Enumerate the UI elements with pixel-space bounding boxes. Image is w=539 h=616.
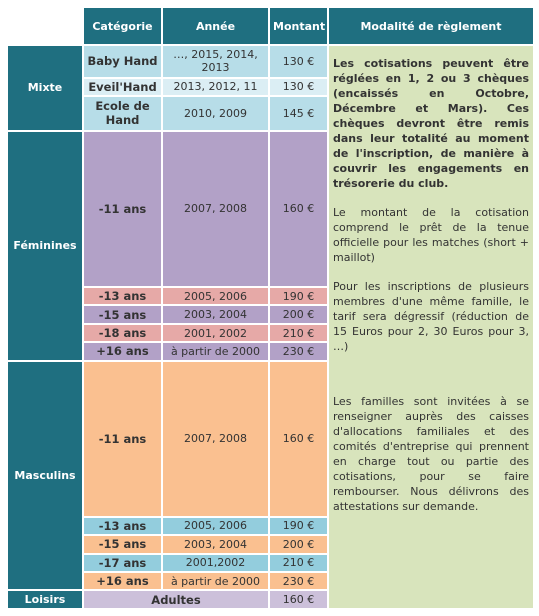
modality-paragraph: Les cotisations peuvent être réglées en …: [333, 57, 529, 190]
group-label: Masculins: [8, 361, 82, 590]
category: Ecole de Hand: [84, 97, 161, 130]
category: -15 ans: [84, 536, 161, 553]
fee-row: -18 ans 2001, 2002 210 €: [8, 324, 533, 342]
year: 2007, 2008: [163, 131, 268, 286]
year: 2005, 2006: [163, 517, 268, 535]
year: 2007, 2008: [163, 361, 268, 516]
category: +16 ans: [84, 343, 161, 360]
header-cell: Montant: [270, 8, 327, 44]
amount: 230 €: [270, 343, 327, 360]
fee-row: -13 ans 2005, 2006 190 €: [8, 287, 533, 305]
modality-paragraph: Le montant de la cotisation comprend le …: [333, 206, 529, 264]
amount: 160 €: [270, 361, 327, 516]
modality-paragraph: Les familles sont invitées à se renseign…: [333, 395, 529, 513]
header-cell: Catégorie: [84, 8, 161, 44]
category: +16 ans: [84, 573, 161, 590]
amount: 160 €: [270, 131, 327, 286]
group-label: Loisirs: [8, 591, 82, 608]
year: …, 2015, 2014, 2013: [163, 46, 268, 77]
year: 2003, 2004: [163, 536, 268, 553]
year: 2003, 2004: [163, 306, 268, 323]
group-label: Mixte: [8, 46, 82, 130]
fee-row: Eveil'Hand 2013, 2012, 11 130 €: [8, 78, 533, 95]
year: à partir de 2000: [163, 343, 268, 360]
fee-row: -15 ans 2003, 2004 200 €: [8, 536, 533, 553]
modality: Les cotisations peuvent être réglées en …: [329, 46, 533, 608]
amount: 200 €: [270, 306, 327, 323]
header-row: Catégorie Année Montant Modalité de règl…: [8, 8, 533, 44]
category: Adultes: [84, 591, 268, 608]
fee-row: Loisirs Adultes 160 €: [8, 591, 533, 608]
amount: 145 €: [270, 97, 327, 130]
fee-row: Ecole de Hand 2010, 2009 145 €: [8, 97, 533, 130]
header-cell: Modalité de règlement: [329, 8, 533, 44]
fee-row: -13 ans 2005, 2006 190 €: [8, 517, 533, 535]
category: -11 ans: [84, 131, 161, 286]
fee-table: Catégorie Année Montant Modalité de règl…: [6, 6, 535, 610]
year: 2001,2002: [163, 554, 268, 572]
amount: 130 €: [270, 78, 327, 95]
category: -15 ans: [84, 306, 161, 323]
amount: 200 €: [270, 536, 327, 553]
category: Baby Hand: [84, 46, 161, 77]
fee-row: +16 ans à partir de 2000 230 €: [8, 573, 533, 590]
amount: 160 €: [270, 591, 327, 608]
modality-paragraph: Pour les inscriptions de plusieurs membr…: [333, 280, 529, 353]
amount: 210 €: [270, 554, 327, 572]
header-blank: [8, 8, 82, 44]
category: -11 ans: [84, 361, 161, 516]
amount: 230 €: [270, 573, 327, 590]
category: Eveil'Hand: [84, 78, 161, 95]
year: à partir de 2000: [163, 573, 268, 590]
category: -13 ans: [84, 287, 161, 305]
fee-row: Mixte Baby Hand…, 2015, 2014, 2013 130 € Le…: [8, 46, 533, 608]
fee-row: -17 ans 2001,2002 210 €: [8, 554, 533, 572]
fee-row: Masculins -11 ans 2007, 2008 160 €: [8, 361, 533, 590]
year: 2001, 2002: [163, 324, 268, 342]
amount: 130 €: [270, 46, 327, 77]
fee-row: Féminines -11 ans 2007, 2008 160 €: [8, 131, 533, 360]
amount: 210 €: [270, 324, 327, 342]
category: -18 ans: [84, 324, 161, 342]
year: 2010, 2009: [163, 97, 268, 130]
year: 2005, 2006: [163, 287, 268, 305]
fee-row: -15 ans 2003, 2004 200 €: [8, 306, 533, 323]
amount: 190 €: [270, 517, 327, 535]
category: -17 ans: [84, 554, 161, 572]
amount: 190 €: [270, 287, 327, 305]
group-label: Féminines: [8, 131, 82, 360]
fee-row: +16 ans à partir de 2000 230 €: [8, 343, 533, 360]
category: -13 ans: [84, 517, 161, 535]
year: 2013, 2012, 11: [163, 78, 268, 95]
header-cell: Année: [163, 8, 268, 44]
